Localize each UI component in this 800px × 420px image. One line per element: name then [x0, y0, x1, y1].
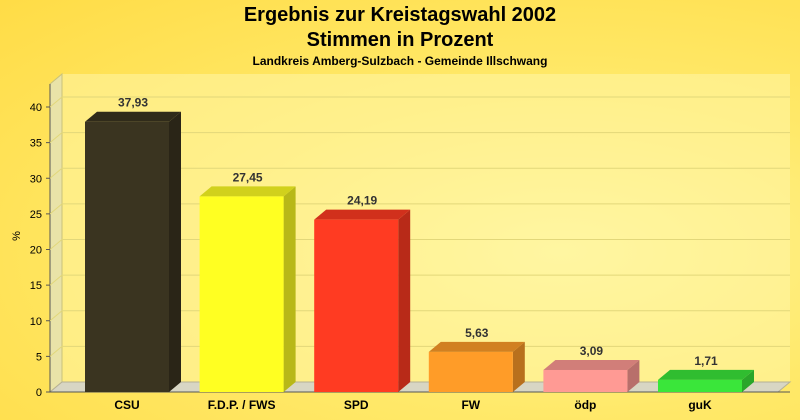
- bar-top: [543, 359, 640, 370]
- bar-top: [428, 341, 525, 352]
- y-tick-label: 5: [36, 351, 42, 363]
- bar: [314, 219, 399, 392]
- y-tick-label: 40: [30, 102, 42, 114]
- y-tick-label: 0: [36, 387, 42, 399]
- bar-group: 37,93 CSU: [85, 96, 181, 412]
- grid-line-wall: [49, 132, 63, 144]
- y-axis-label: %: [11, 231, 23, 241]
- grid-line-wall: [49, 203, 63, 215]
- grid-line-wall: [49, 96, 63, 108]
- bar-side: [169, 111, 181, 392]
- bar-group: 24,19 SPD: [314, 194, 411, 412]
- bar: [85, 121, 169, 392]
- bar-side: [283, 186, 296, 392]
- bar-top: [85, 111, 181, 122]
- bar-group: 27,45 F.D.P. / FWS: [199, 170, 296, 412]
- data-label: 24,19: [347, 194, 377, 208]
- y-tick-label: 20: [30, 245, 42, 257]
- bar-group: 1,71 guK: [658, 354, 754, 412]
- bar: [658, 379, 742, 392]
- x-tick-label: FW: [461, 398, 480, 412]
- bar-side: [512, 341, 525, 392]
- y-tick-label: 25: [30, 209, 42, 221]
- grid-line-wall: [49, 167, 63, 179]
- bar: [199, 196, 284, 392]
- bar-top: [658, 369, 754, 380]
- bar: [428, 351, 513, 392]
- bar: [543, 369, 628, 392]
- chart-title: Ergebnis zur Kreistagswahl 2002: [243, 4, 557, 26]
- data-label: 3,09: [580, 344, 604, 358]
- bar-group: 3,09 ödp: [543, 344, 640, 412]
- x-tick-label: guK: [688, 398, 712, 412]
- data-label: 27,45: [233, 170, 263, 184]
- x-tick-label: CSU: [114, 398, 139, 412]
- grid-line-wall: [49, 345, 63, 357]
- bar-side: [627, 359, 640, 392]
- data-label: 37,93: [118, 96, 148, 110]
- y-tick-label: 10: [30, 316, 42, 328]
- y-tick-label: 35: [30, 138, 42, 150]
- chart-subtitle: Stimmen in Prozent: [306, 29, 494, 51]
- bar-group: 5,63 FW: [428, 326, 525, 412]
- y-tick-label: 30: [30, 173, 42, 185]
- bar-side: [398, 209, 411, 392]
- x-tick-label: F.D.P. / FWS: [208, 398, 276, 412]
- plot-left-wall: [49, 72, 63, 394]
- data-label: 5,63: [465, 326, 489, 340]
- bar-top: [314, 209, 411, 220]
- chart-location: Landkreis Amberg-Sulzbach - Gemeinde Ill…: [252, 54, 548, 68]
- data-label: 1,71: [694, 354, 718, 368]
- bar-side: [742, 369, 754, 392]
- grid-line-wall: [49, 310, 63, 322]
- y-tick-label: 15: [30, 280, 42, 292]
- x-tick-label: SPD: [344, 398, 369, 412]
- grid-line-wall: [49, 239, 63, 250]
- x-tick-label: ödp: [574, 398, 596, 412]
- bar-top: [199, 186, 296, 197]
- grid-line-wall: [49, 274, 63, 286]
